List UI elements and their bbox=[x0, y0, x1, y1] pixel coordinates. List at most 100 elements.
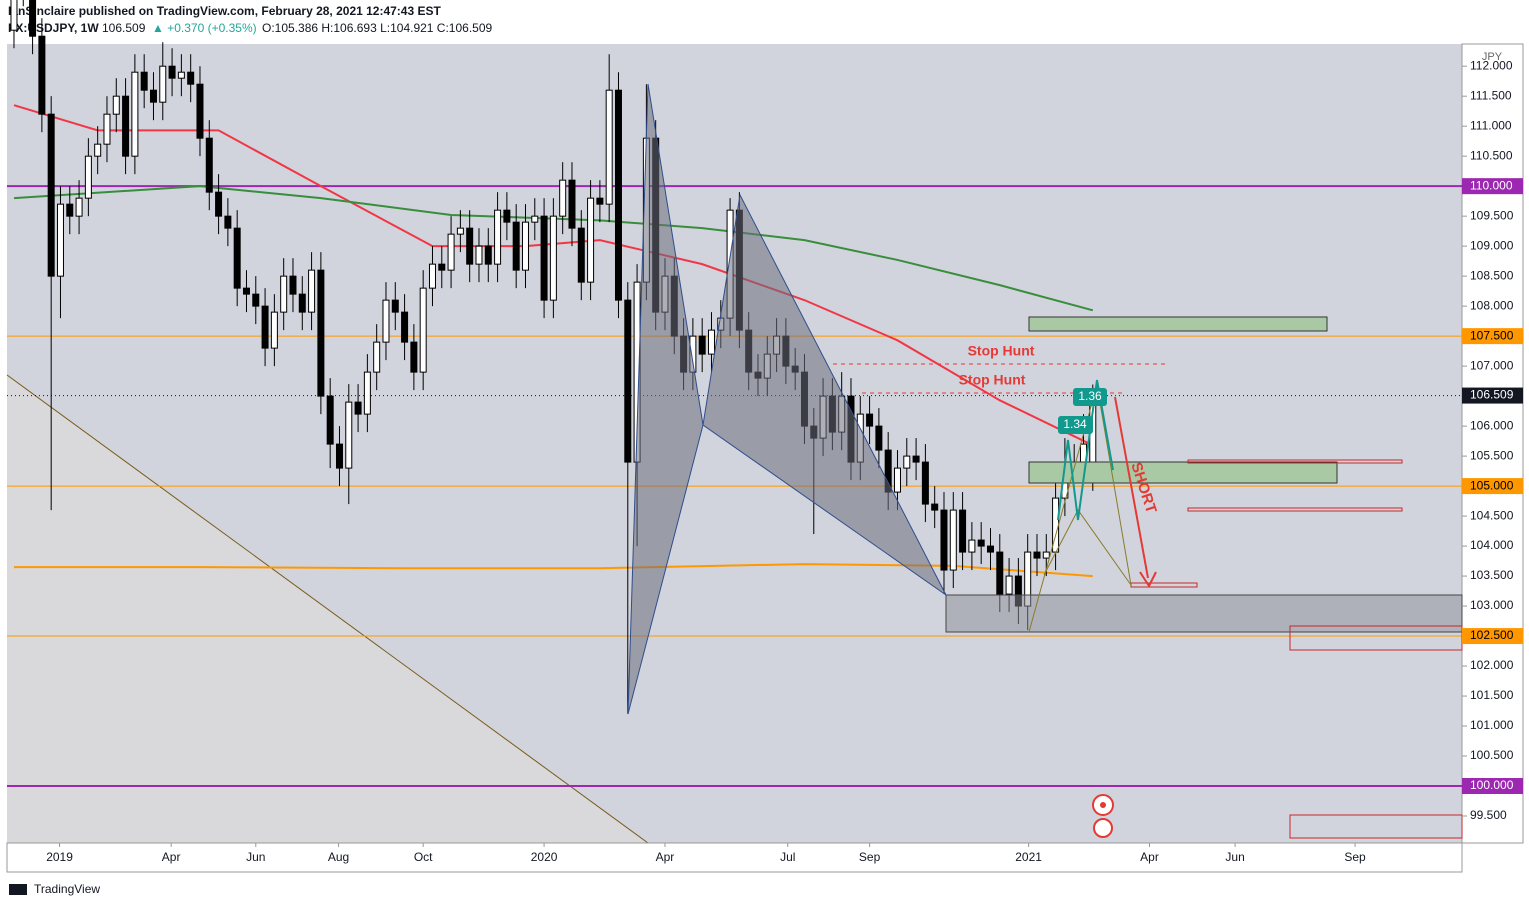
candle-body bbox=[47, 113, 55, 277]
candle-body bbox=[996, 551, 1004, 595]
candle-body bbox=[103, 113, 111, 145]
candle-body bbox=[280, 275, 288, 313]
publisher: IanSinclaire published on TradingView.co… bbox=[8, 4, 441, 18]
candle-body bbox=[512, 221, 520, 271]
axis-unit: JPY bbox=[1482, 51, 1503, 63]
candle-body bbox=[335, 443, 343, 469]
candle-body bbox=[875, 425, 883, 451]
candle-body bbox=[447, 233, 455, 271]
candle-body bbox=[698, 335, 706, 355]
price-axis bbox=[1461, 43, 1524, 844]
candle-body bbox=[959, 509, 967, 553]
level-badge bbox=[1462, 328, 1523, 345]
ratio-box bbox=[1073, 388, 1107, 406]
x-tick-label: 2020 bbox=[531, 850, 558, 864]
level-label: 107.500 bbox=[1470, 328, 1514, 342]
candle-body bbox=[475, 245, 483, 265]
y-tick-label: 111.000 bbox=[1470, 118, 1512, 132]
candle-body bbox=[549, 215, 557, 301]
candle-body bbox=[903, 455, 911, 469]
x-tick-label: Jul bbox=[780, 850, 795, 864]
x-tick-label: 2019 bbox=[46, 850, 73, 864]
candle-body bbox=[215, 191, 223, 217]
y-tick-label: 103.500 bbox=[1470, 568, 1514, 582]
symbol: FX:USDJPY, 1W bbox=[8, 21, 99, 35]
candle-body bbox=[531, 215, 539, 223]
candle-body bbox=[1042, 551, 1050, 559]
trend-line bbox=[6, 374, 649, 844]
candle-body bbox=[298, 293, 306, 313]
level-badge bbox=[1462, 178, 1523, 195]
candle-body bbox=[1005, 575, 1013, 595]
y-tick-label: 101.000 bbox=[1470, 718, 1514, 732]
price: 106.509 bbox=[102, 21, 146, 35]
candle-body bbox=[1033, 551, 1041, 559]
y-tick-label: 104.500 bbox=[1470, 508, 1514, 522]
x-tick-label: Aug bbox=[328, 850, 349, 864]
y-tick-label: 100.500 bbox=[1470, 748, 1514, 762]
candle-body bbox=[345, 401, 353, 469]
candle-body bbox=[466, 227, 474, 265]
y-tick-label: 109.000 bbox=[1470, 238, 1514, 252]
candle-body bbox=[419, 287, 427, 373]
candle-body bbox=[614, 89, 622, 301]
ratio-label: 1.34 bbox=[1063, 417, 1087, 431]
level-label: 110.000 bbox=[1470, 178, 1513, 192]
candle-body bbox=[326, 395, 334, 445]
y-tick-label: 112.000 bbox=[1470, 58, 1513, 72]
candle-body bbox=[577, 227, 585, 283]
candle-body bbox=[112, 95, 120, 115]
candle-body bbox=[707, 329, 715, 355]
candle-body bbox=[986, 545, 994, 553]
y-tick-label: 99.500 bbox=[1470, 808, 1507, 822]
y-tick-label: 104.000 bbox=[1470, 538, 1514, 552]
target-box bbox=[1289, 814, 1463, 839]
y-tick-label: 108.500 bbox=[1470, 268, 1514, 282]
change: ▲ +0.370 (+0.35%) bbox=[152, 21, 257, 35]
y-tick-label: 102.000 bbox=[1470, 658, 1514, 672]
x-tick-label: Sep bbox=[1344, 850, 1366, 864]
candle-body bbox=[968, 539, 976, 553]
candle-body bbox=[940, 509, 948, 571]
x-tick-label: Jun bbox=[1225, 850, 1244, 864]
candle-body bbox=[187, 71, 195, 85]
candle-body bbox=[949, 509, 957, 571]
candle-body bbox=[568, 179, 576, 229]
stop-hunt-label: Stop Hunt bbox=[968, 343, 1035, 359]
candle-body bbox=[317, 269, 325, 397]
candle-body bbox=[205, 137, 213, 193]
candle-body bbox=[363, 371, 371, 415]
y-tick-label: 109.500 bbox=[1470, 208, 1514, 222]
pattern-line bbox=[1057, 379, 1114, 521]
candle-body bbox=[921, 461, 929, 505]
candle-body bbox=[456, 227, 464, 235]
candle-body bbox=[94, 143, 102, 157]
candle-body bbox=[308, 269, 316, 313]
x-tick-label: 2021 bbox=[1015, 850, 1042, 864]
candle-body bbox=[605, 89, 613, 205]
candle-body bbox=[38, 35, 46, 115]
candle-body bbox=[29, 0, 37, 37]
ratio-box bbox=[1058, 416, 1093, 434]
candle-body bbox=[893, 467, 901, 493]
x-tick-label: Apr bbox=[162, 850, 181, 864]
stop-hunt-label: Stop Hunt bbox=[959, 372, 1026, 388]
candle-body bbox=[503, 209, 511, 223]
candle-body bbox=[131, 71, 139, 157]
candle-body bbox=[242, 287, 250, 295]
x-tick-label: Oct bbox=[414, 850, 433, 864]
y-tick-label: 107.000 bbox=[1470, 358, 1514, 372]
x-tick-label: Apr bbox=[1140, 850, 1159, 864]
y-tick-label: 110.500 bbox=[1470, 148, 1513, 162]
event-icon[interactable] bbox=[1093, 818, 1113, 838]
event-icon bbox=[1100, 802, 1106, 808]
candle-body bbox=[270, 311, 278, 349]
candle-body bbox=[624, 299, 632, 463]
level-badge bbox=[1462, 478, 1523, 495]
candle-body bbox=[438, 263, 446, 271]
pattern-xab bbox=[627, 83, 704, 715]
level-badge bbox=[1462, 387, 1523, 404]
pattern-bcd bbox=[702, 193, 947, 596]
candle-body bbox=[391, 299, 399, 313]
zone bbox=[1028, 316, 1328, 332]
